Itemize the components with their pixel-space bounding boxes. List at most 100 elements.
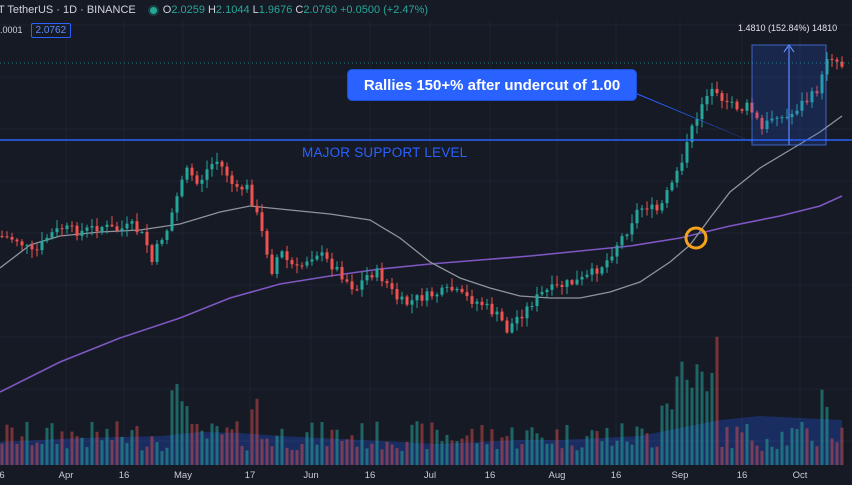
candle-body — [490, 303, 494, 315]
volume-bar — [805, 428, 809, 465]
candle-body — [105, 224, 109, 227]
candle-body — [430, 291, 434, 297]
x-tick-label: 16 — [364, 470, 376, 481]
candle-body — [375, 268, 379, 278]
volume-bar — [330, 429, 334, 465]
x-tick-label: Sep — [671, 470, 689, 481]
volume-bar — [35, 442, 39, 465]
volume-bar — [175, 383, 179, 465]
candle-body — [185, 167, 189, 180]
candle-body — [540, 292, 544, 295]
candle-body — [190, 167, 194, 176]
candle-body — [620, 236, 624, 246]
volume-bar — [510, 427, 514, 465]
volume-bar — [255, 398, 259, 465]
candle-body — [75, 225, 79, 236]
x-tick-label: Jun — [303, 470, 319, 481]
legend-header: T TetherUS · 1D · BINANCE O 2.0259 H 2.104… — [0, 1, 431, 19]
volume-bar — [475, 443, 479, 465]
volume-bar — [385, 441, 389, 465]
candle-body — [565, 280, 569, 287]
volume-bar — [100, 440, 104, 465]
volume-bar — [570, 445, 574, 465]
volume-bar — [745, 423, 749, 465]
volume-bar — [520, 444, 524, 465]
candle-body — [505, 320, 509, 333]
candle-body — [255, 205, 259, 213]
candle-body — [60, 228, 64, 230]
volume-bar — [705, 391, 709, 465]
volume-bar — [795, 429, 799, 465]
candle-body — [295, 264, 299, 266]
volume-bar — [300, 444, 304, 465]
low-label: L — [252, 4, 259, 16]
volume-bar — [190, 423, 194, 465]
symbol-label[interactable]: T TetherUS · 1D · BINANCE — [0, 4, 136, 16]
volume-bar — [240, 445, 244, 465]
candle-body — [340, 266, 344, 280]
candle-body — [320, 252, 324, 256]
candle-body — [680, 162, 684, 171]
x-tick-label: 16 — [118, 470, 130, 481]
x-tick-label: 16 — [484, 470, 496, 481]
candle-body — [270, 254, 274, 274]
candle-body — [695, 119, 699, 126]
candle-body — [435, 294, 439, 297]
candle-body — [290, 260, 294, 265]
candle-body — [710, 88, 714, 96]
candle-body — [135, 221, 139, 233]
volume-bar — [725, 426, 729, 465]
volume-bar — [730, 448, 734, 465]
candle-body — [535, 294, 539, 307]
volume-bar — [65, 448, 69, 465]
volume-bar — [130, 430, 134, 465]
volume-bar — [695, 364, 699, 465]
candle-body — [555, 284, 559, 286]
x-tick-label: Jul — [423, 470, 437, 481]
callout-box[interactable]: Rallies 150+% after undercut of 1.00 — [348, 70, 636, 100]
volume-bar — [290, 450, 294, 465]
candle-body — [635, 209, 639, 224]
candle-body — [460, 288, 464, 293]
volume-bar — [210, 423, 214, 465]
volume-bar — [455, 441, 459, 465]
candle-body — [400, 296, 404, 300]
candle-body — [575, 279, 579, 285]
volume-bar — [750, 440, 754, 465]
volume-bar — [470, 428, 474, 465]
volume-bar — [780, 431, 784, 465]
candle-body — [560, 285, 564, 287]
volume-bar — [770, 446, 774, 465]
candle-body — [745, 102, 749, 111]
candle-body — [240, 186, 244, 190]
volume-bar — [665, 403, 669, 465]
candle-body — [670, 182, 674, 191]
candle-body — [770, 118, 774, 121]
volume-bar — [60, 431, 64, 465]
candle-body — [390, 283, 394, 290]
candle-body — [545, 289, 549, 293]
candle-body — [660, 203, 664, 211]
candle-body — [450, 286, 454, 291]
candle-body — [360, 280, 364, 290]
volume-bar — [265, 438, 269, 465]
volume-bar — [15, 443, 19, 465]
volume-bar — [10, 427, 14, 465]
volume-bar — [160, 450, 164, 465]
volume-bar — [735, 426, 739, 465]
volume-bar — [775, 448, 779, 465]
candle-body — [795, 110, 799, 115]
candle-body — [615, 245, 619, 257]
volume-bar — [835, 442, 839, 465]
volume-bar — [600, 441, 604, 465]
candle-body — [45, 237, 49, 241]
volume-bar — [370, 443, 374, 465]
volume-bar — [650, 447, 654, 465]
candle-body — [165, 230, 169, 240]
candle-body — [645, 208, 649, 210]
volume-bar — [235, 421, 239, 465]
volume-bar — [365, 448, 369, 465]
candle-body — [500, 311, 504, 321]
